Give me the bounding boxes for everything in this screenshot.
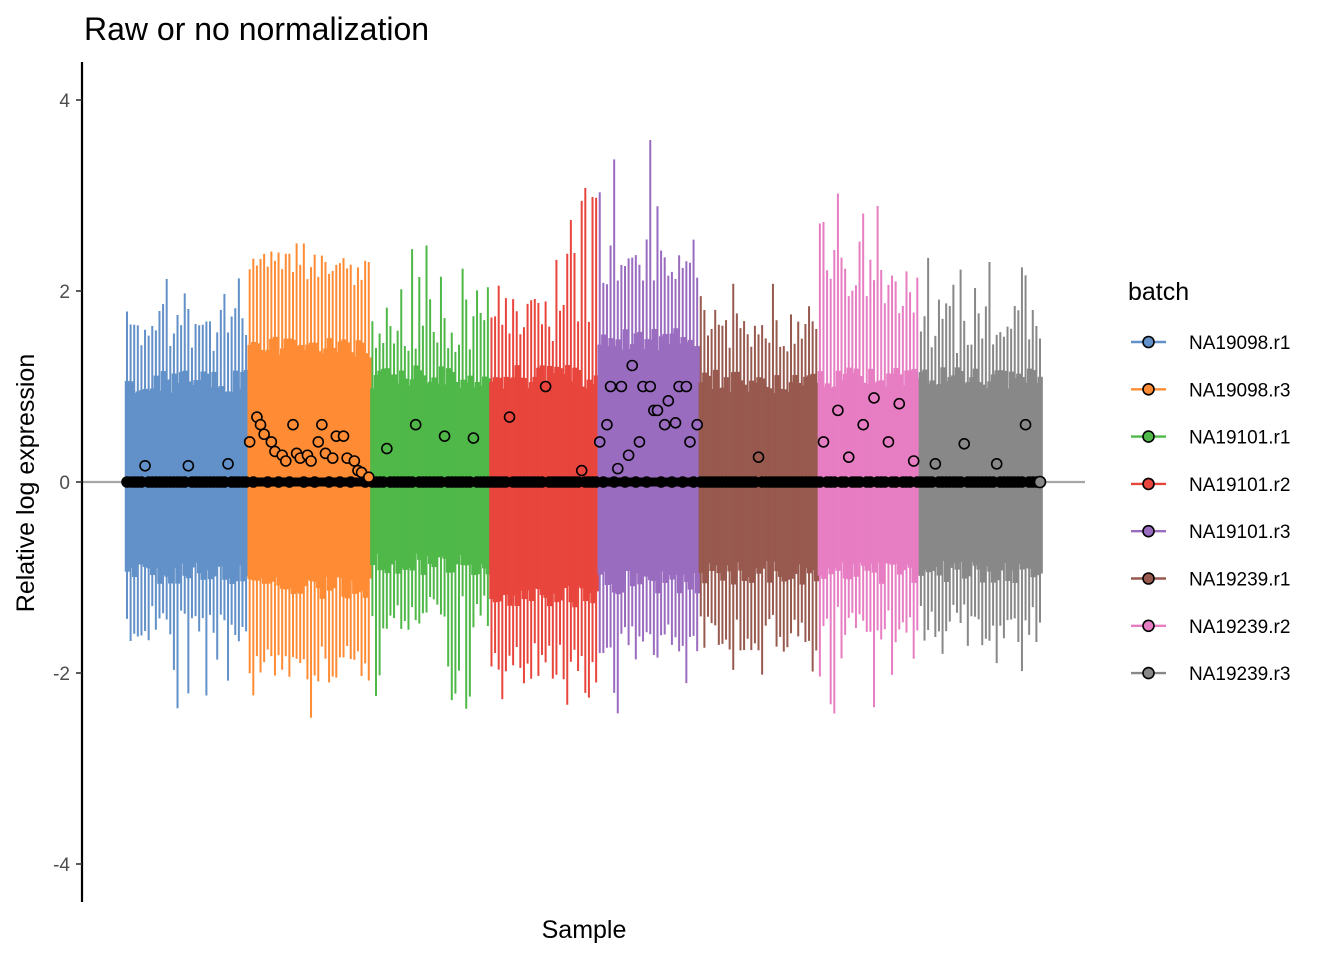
median-point bbox=[539, 380, 552, 393]
median-point bbox=[615, 380, 628, 393]
y-axis-ticks: 4 2 0 -2 -4 bbox=[53, 91, 82, 876]
legend-key-point bbox=[1142, 477, 1155, 491]
median-point bbox=[265, 436, 278, 448]
median-point bbox=[1033, 475, 1047, 489]
median-point bbox=[868, 392, 880, 404]
median-point bbox=[182, 459, 195, 472]
legend-item: NA19101.r2 bbox=[1131, 475, 1290, 496]
legend-item: NA19098.r1 bbox=[1131, 333, 1290, 354]
median-points bbox=[121, 359, 1047, 489]
median-point bbox=[254, 418, 267, 431]
median-point bbox=[337, 430, 350, 442]
median-point bbox=[222, 458, 234, 470]
median-point bbox=[929, 458, 942, 470]
legend-item: NA19098.r3 bbox=[1131, 380, 1290, 401]
legend-key-point bbox=[1142, 572, 1155, 585]
median-point bbox=[691, 418, 703, 431]
y-tick-label: -2 bbox=[53, 664, 70, 685]
legend-item: NA19101.r1 bbox=[1131, 428, 1290, 449]
legend-item: NA19239.r2 bbox=[1131, 617, 1290, 638]
median-point bbox=[326, 452, 339, 464]
legend-item: NA19239.r3 bbox=[1131, 664, 1290, 685]
median-point bbox=[604, 380, 617, 393]
median-point bbox=[279, 455, 292, 467]
median-point bbox=[893, 397, 906, 410]
legend-item: NA19239.r1 bbox=[1131, 570, 1290, 591]
legend-label: NA19101.r2 bbox=[1189, 475, 1290, 496]
legend-key-point bbox=[1142, 430, 1155, 443]
y-tick-label: 4 bbox=[59, 91, 70, 112]
legend-items: NA19098.r1 NA19098.r3 NA19101.r1 NA19101.r2… bbox=[1131, 333, 1290, 685]
median-point bbox=[409, 418, 422, 431]
median-point bbox=[287, 418, 299, 431]
median-point bbox=[467, 432, 480, 444]
legend-key-point bbox=[1142, 382, 1155, 396]
legend-label: NA19101.r1 bbox=[1189, 428, 1290, 449]
median-point bbox=[312, 436, 325, 448]
median-point bbox=[907, 455, 920, 467]
legend-label: NA19098.r1 bbox=[1189, 333, 1290, 354]
chart-title: Raw or no normalization bbox=[84, 11, 429, 47]
legend-label: NA19239.r1 bbox=[1189, 570, 1290, 591]
median-point bbox=[958, 437, 971, 450]
median-point bbox=[362, 471, 375, 484]
legend-key-point bbox=[1142, 335, 1155, 349]
median-point bbox=[139, 459, 151, 472]
median-point bbox=[438, 430, 451, 442]
legend-item: NA19101.r3 bbox=[1131, 522, 1290, 543]
median-point bbox=[593, 436, 606, 448]
y-tick-label: 0 bbox=[59, 473, 70, 494]
median-point bbox=[817, 436, 830, 448]
median-point bbox=[990, 458, 1003, 470]
median-point bbox=[258, 428, 270, 441]
legend-label: NA19239.r3 bbox=[1189, 664, 1290, 685]
legend-label: NA19098.r3 bbox=[1189, 380, 1290, 401]
median-point bbox=[680, 380, 693, 393]
median-point bbox=[752, 451, 765, 463]
plot-panel bbox=[82, 139, 1085, 718]
median-point bbox=[611, 462, 624, 475]
median-point bbox=[684, 436, 696, 448]
median-point bbox=[348, 455, 361, 467]
median-point bbox=[644, 380, 657, 393]
legend-key-point bbox=[1142, 619, 1155, 633]
median-point bbox=[662, 395, 675, 407]
median-point bbox=[882, 436, 895, 448]
median-point bbox=[503, 411, 516, 423]
legend-label: NA19101.r3 bbox=[1189, 522, 1290, 543]
median-point bbox=[1019, 418, 1032, 431]
median-point bbox=[658, 418, 671, 431]
median-point bbox=[651, 404, 664, 417]
y-axis-title: Relative log expression bbox=[12, 354, 40, 612]
median-point bbox=[575, 464, 588, 477]
legend-title: batch bbox=[1128, 278, 1189, 306]
y-tick-label: -4 bbox=[53, 855, 70, 876]
median-point bbox=[622, 449, 635, 462]
median-point bbox=[316, 418, 328, 431]
x-axis-title: Sample bbox=[542, 916, 627, 944]
legend-key-point bbox=[1142, 666, 1155, 680]
median-point bbox=[626, 359, 639, 372]
legend: batch NA19098.r1NA19098.r3NA19101.r1NA19… bbox=[1128, 278, 1290, 685]
median-point bbox=[669, 416, 682, 429]
median-point bbox=[857, 418, 869, 431]
median-point bbox=[381, 442, 393, 455]
median-point bbox=[633, 436, 646, 448]
median-point bbox=[305, 455, 317, 467]
legend-label: NA19239.r2 bbox=[1189, 617, 1290, 638]
y-tick-label: 2 bbox=[59, 282, 70, 303]
median-point bbox=[832, 404, 844, 417]
legend-key-point bbox=[1142, 524, 1155, 538]
median-point bbox=[601, 418, 613, 431]
median-point bbox=[842, 451, 855, 463]
median-point bbox=[243, 436, 256, 448]
